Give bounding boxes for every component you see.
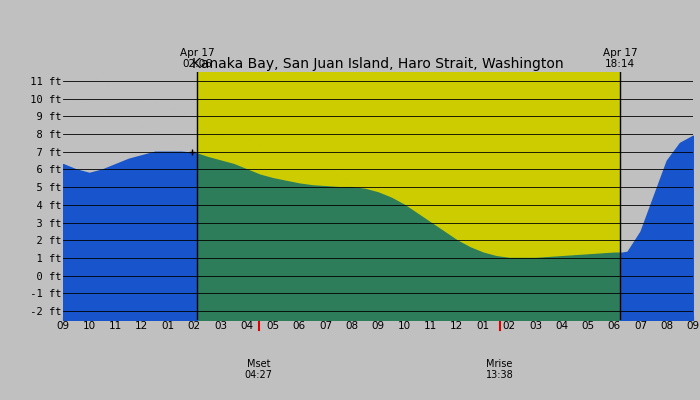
- Bar: [197, 72, 620, 320]
- Bar: [197, 320, 620, 392]
- Text: Mset
04:27: Mset 04:27: [244, 359, 272, 380]
- Text: Apr 17
18:14: Apr 17 18:14: [603, 48, 638, 69]
- Bar: [63, 320, 197, 392]
- Bar: [620, 320, 693, 392]
- Text: Mrise
13:38: Mrise 13:38: [486, 359, 514, 380]
- Text: Apr 17
02:06: Apr 17 02:06: [180, 48, 214, 69]
- Title: Kanaka Bay, San Juan Island, Haro Strait, Washington: Kanaka Bay, San Juan Island, Haro Strait…: [193, 57, 564, 71]
